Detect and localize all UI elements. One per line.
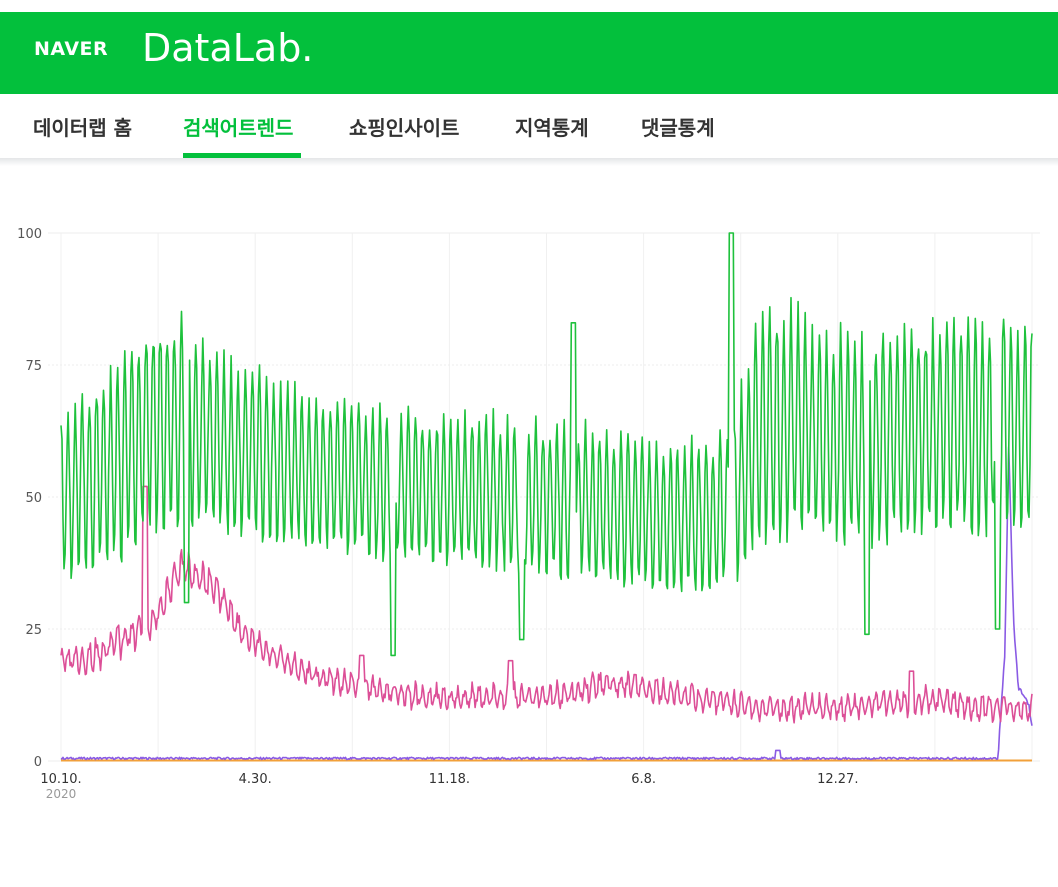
header-bar: NAVER DataLab. xyxy=(0,12,1058,94)
x-tick-label: 10.10. xyxy=(40,772,81,787)
x-tick-label: 12.27. xyxy=(817,772,858,787)
tab-search-trend[interactable]: 검색어트렌드 xyxy=(183,116,294,140)
nav-divider xyxy=(0,158,1058,166)
series-line-pink xyxy=(60,485,1033,724)
tab-regional-stats[interactable]: 지역통계 xyxy=(515,116,589,140)
active-tab-indicator xyxy=(183,153,301,158)
main-nav: 데이터랩 홈 검색어트렌드 쇼핑인사이트 지역통계 댓글통계 xyxy=(0,94,1058,158)
y-tick-label: 50 xyxy=(25,491,42,506)
x-tick-label: 6.8. xyxy=(631,772,656,787)
series-line-green xyxy=(60,232,1033,657)
series-line-purple xyxy=(60,445,1033,761)
y-tick-label: 0 xyxy=(34,755,42,770)
x-year-label: 2020 xyxy=(46,787,77,801)
x-tick-label: 4.30. xyxy=(239,772,272,787)
y-tick-label: 25 xyxy=(25,623,42,638)
tab-datalab-home[interactable]: 데이터랩 홈 xyxy=(33,116,132,140)
x-tick-label: 11.18. xyxy=(429,772,470,787)
tab-shopping-insight[interactable]: 쇼핑인사이트 xyxy=(349,116,460,140)
naver-logo[interactable]: NAVER xyxy=(34,38,109,60)
y-tick-label: 100 xyxy=(17,227,42,242)
y-tick-label: 75 xyxy=(25,359,42,374)
tab-comment-stats[interactable]: 댓글통계 xyxy=(641,116,715,140)
datalab-logo[interactable]: DataLab. xyxy=(142,26,314,70)
